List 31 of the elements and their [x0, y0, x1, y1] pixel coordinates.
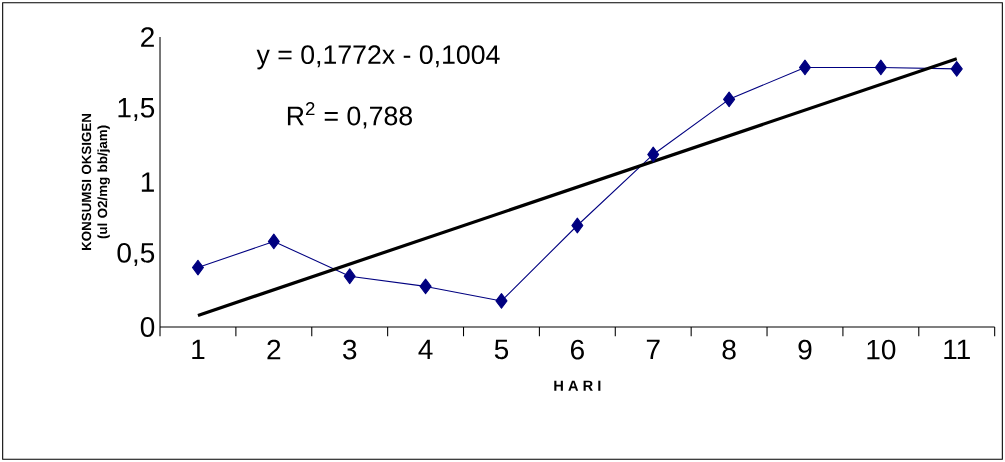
x-tick-label: 5	[494, 339, 509, 360]
x-tick-label: 7	[646, 339, 660, 359]
y-tick-label: 0	[140, 317, 155, 337]
point	[495, 293, 508, 309]
y-tick-label: 1,5	[118, 98, 155, 121]
point	[798, 59, 812, 76]
x-tick-label: 6	[570, 339, 584, 360]
annotation: R$^{2}$ = 0,788	[287, 102, 412, 129]
x-tick-label: 11	[944, 339, 970, 359]
x-tick-label: 9	[798, 339, 812, 360]
point	[647, 146, 660, 163]
x-tick-label: 4	[418, 339, 433, 359]
point	[950, 61, 963, 77]
point	[874, 59, 887, 76]
point	[267, 233, 280, 250]
x-tick-label: 10	[867, 339, 896, 360]
x-tick-label: 8	[722, 339, 736, 360]
x-tick-label: 1	[192, 339, 205, 359]
y-tick-label: 0,5	[117, 242, 155, 267]
x-tick-label: 3	[342, 339, 357, 360]
point	[571, 217, 584, 234]
point	[723, 91, 736, 108]
x-axis-title: H A R I	[554, 380, 601, 391]
x-tick-label: 2	[267, 339, 281, 360]
point	[343, 268, 356, 285]
y-tick-label: 1	[141, 172, 154, 192]
point	[191, 259, 204, 276]
y-axis-title: KONSUMSI OKSIGEN (ul O2/mg bb/jam)	[81, 114, 110, 250]
y-tick-label: 2	[141, 27, 154, 47]
point	[419, 278, 432, 295]
annotation: y = 0,1772x - 0,1004	[256, 45, 500, 70]
